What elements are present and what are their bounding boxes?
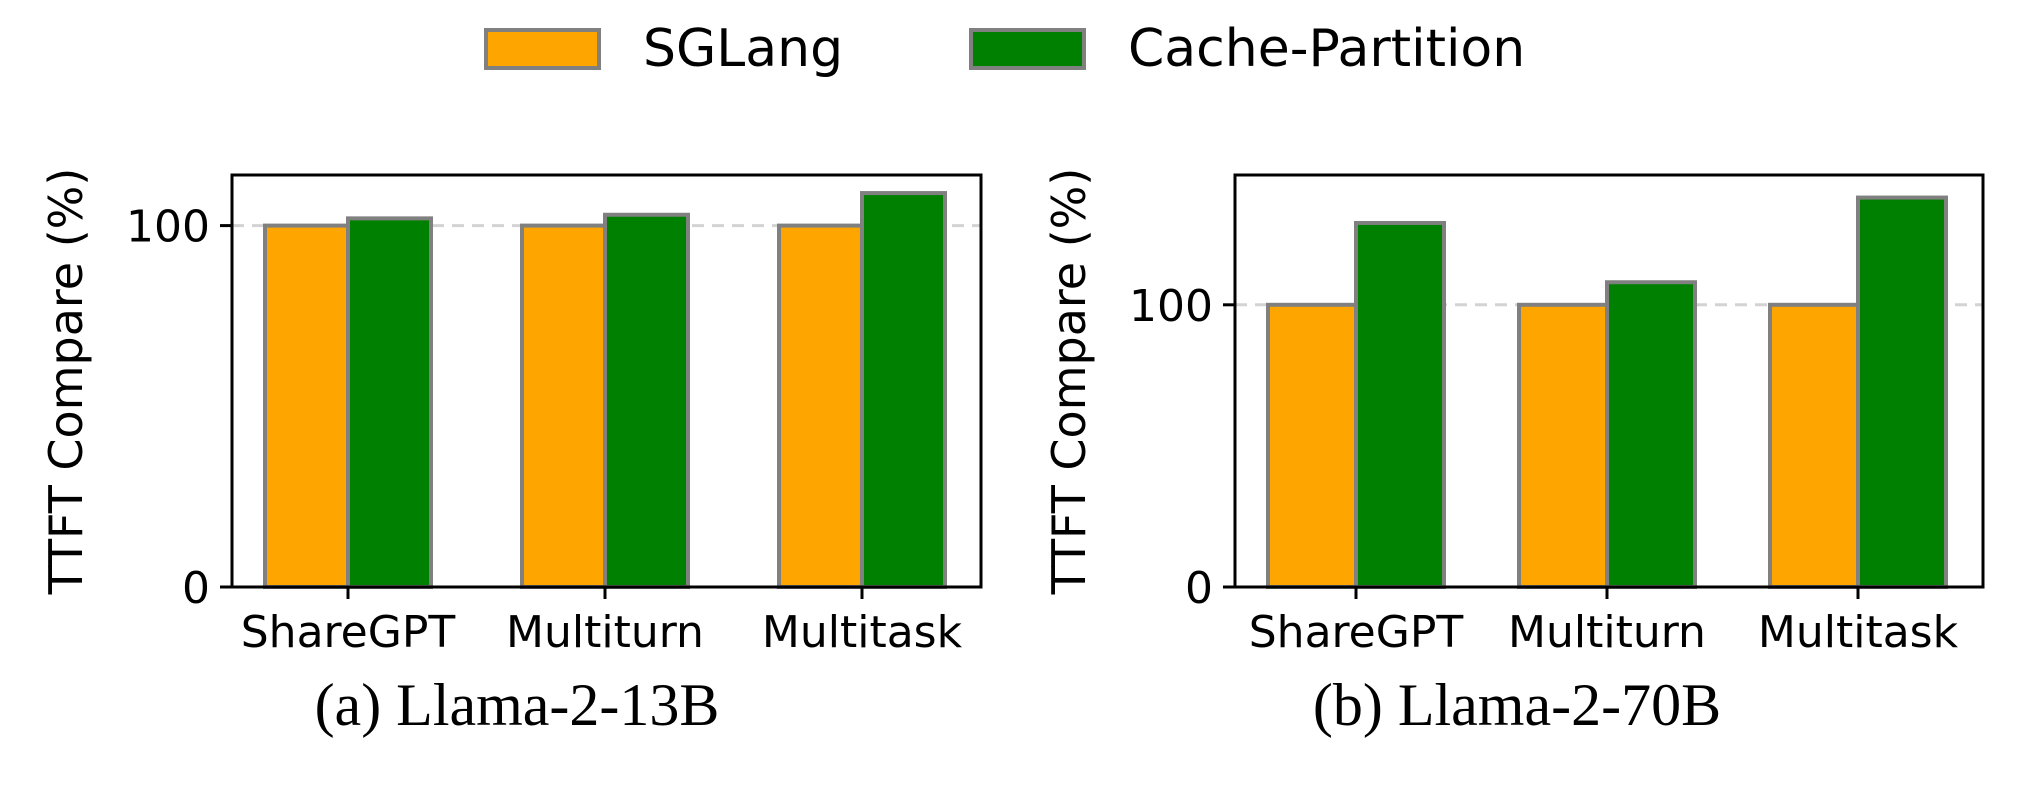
y-axis: 0 100 <box>126 202 232 614</box>
x-tick-label-multiturn: Multiturn <box>1508 607 1706 658</box>
bar-cache-partition-multitask <box>860 191 947 589</box>
bar-cache-partition-sharegpt <box>1354 220 1446 589</box>
y-tick-label: 100 <box>126 202 210 253</box>
bars <box>263 191 947 590</box>
x-tick-label-multiturn: Multiturn <box>506 607 704 658</box>
x-tick-label-sharegpt: ShareGPT <box>241 607 456 658</box>
legend-swatch-cache-partition <box>969 28 1086 70</box>
y-tick-label: 0 <box>182 563 210 614</box>
bar-cache-partition-sharegpt <box>346 216 433 590</box>
bar-sglang-sharegpt <box>263 223 350 589</box>
panel-caption: (b) Llama-2-70B <box>1313 672 1721 738</box>
bar-sglang-multiturn <box>1517 302 1609 589</box>
bars <box>1266 195 1948 589</box>
legend-label-sglang: SGLang <box>643 19 843 79</box>
y-tick-label: 100 <box>1129 281 1213 332</box>
y-tick-label: 0 <box>1185 563 1213 614</box>
panel-llama-2-13b: 0 100 ShareGPT Multiturn Multitask TTFT Com… <box>39 168 983 738</box>
x-tick-label-multitask: Multitask <box>1758 607 1959 658</box>
panel-caption: (a) Llama-2-13B <box>315 672 720 738</box>
x-axis: ShareGPT Multiturn Multitask <box>241 587 963 658</box>
x-tick-label-sharegpt: ShareGPT <box>1249 607 1464 658</box>
bar-cache-partition-multiturn <box>603 212 690 589</box>
y-axis: 0 100 <box>1129 281 1235 614</box>
bar-sglang-sharegpt <box>1266 302 1358 589</box>
legend-label-cache-partition: Cache-Partition <box>1128 19 1525 79</box>
panel-llama-2-70b: 0 100 ShareGPT Multiturn Multitask TTFT Com… <box>1042 168 1985 738</box>
bar-cache-partition-multitask <box>1856 195 1948 589</box>
bar-cache-partition-multiturn <box>1605 280 1697 589</box>
axes-frame <box>1233 173 1985 589</box>
legend-swatch-sglang <box>484 28 601 70</box>
x-tick-label-multitask: Multitask <box>762 607 963 658</box>
bar-sglang-multitask <box>777 223 864 589</box>
bar-sglang-multiturn <box>520 223 607 589</box>
bar-sglang-multitask <box>1768 302 1860 589</box>
y-axis-label: TTFT Compare (%) <box>39 168 93 596</box>
x-axis: ShareGPT Multiturn Multitask <box>1249 587 1959 658</box>
legend: SGLang Cache-Partition <box>484 19 1525 79</box>
y-axis-label: TTFT Compare (%) <box>1042 168 1096 596</box>
